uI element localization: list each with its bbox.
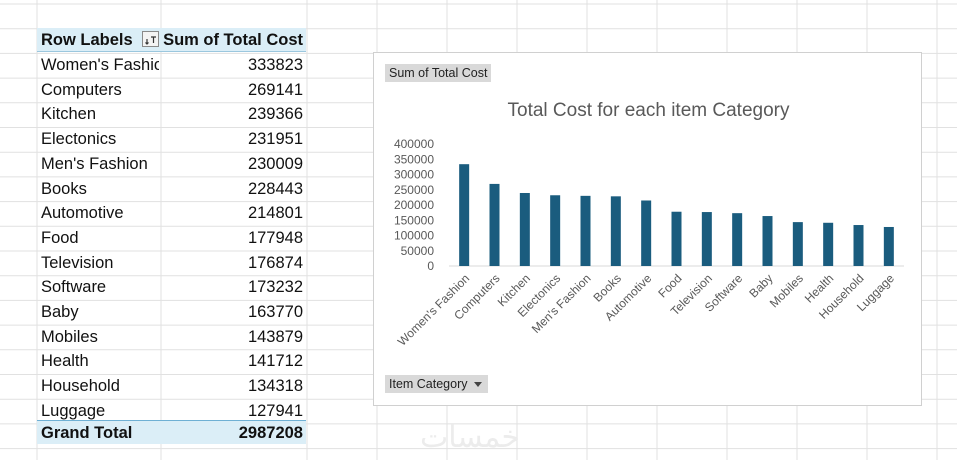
pivot-row-value[interactable]: 143879: [247, 327, 303, 346]
pivot-row-value[interactable]: 176874: [247, 253, 303, 272]
sum-header[interactable]: Sum of Total Cost: [163, 31, 303, 49]
axis-field-button[interactable]: Item Category: [385, 375, 488, 393]
y-tick-label: 350000: [394, 152, 434, 166]
pivot-row-label[interactable]: Books: [41, 179, 87, 198]
bar[interactable]: [580, 195, 591, 266]
pivot-row-label[interactable]: Electonics: [41, 130, 117, 149]
bar[interactable]: [853, 225, 864, 266]
bar[interactable]: [550, 195, 561, 266]
bar[interactable]: [762, 216, 773, 266]
bar[interactable]: [519, 192, 530, 266]
y-tick-label: 300000: [394, 168, 434, 182]
grand-total-value[interactable]: 2987208: [238, 424, 303, 442]
bar[interactable]: [459, 164, 470, 266]
y-tick-label: 400000: [394, 137, 434, 151]
y-tick-label: 250000: [394, 183, 434, 197]
pivot-row: Kitchen 239366: [37, 102, 306, 126]
grand-total-label[interactable]: Grand Total: [41, 424, 133, 442]
pivot-row: Mobiles 143879: [37, 325, 306, 349]
bar[interactable]: [671, 211, 682, 266]
x-tick-label: Mobiles: [767, 271, 806, 310]
pivot-row-value[interactable]: 127941: [247, 401, 303, 420]
y-tick-label: 50000: [401, 244, 435, 258]
value-field-button[interactable]: Sum of Total Cost: [385, 64, 492, 82]
pivot-row: Television 176874: [37, 251, 306, 275]
pivot-row-label[interactable]: Food: [41, 228, 79, 247]
row-labels-filter-button[interactable]: [142, 31, 159, 47]
bar[interactable]: [732, 213, 743, 266]
pivot-row-label[interactable]: Men's Fashion: [41, 154, 148, 173]
y-tick-label: 0: [427, 259, 434, 273]
pivot-header-row: Row Labels Sum of Total Cost: [37, 28, 306, 52]
filter-sort-icon: [145, 36, 156, 45]
pivot-row: Automotive 214801: [37, 201, 306, 225]
pivot-row-value[interactable]: 228443: [247, 179, 303, 198]
pivot-row-value[interactable]: 269141: [247, 80, 303, 99]
pivot-row-value[interactable]: 177948: [247, 228, 303, 247]
pivot-chart[interactable]: Sum of Total Cost Total Cost for each it…: [373, 52, 922, 406]
bar[interactable]: [883, 226, 894, 266]
y-tick-label: 200000: [394, 198, 434, 212]
pivot-row: Food 177948: [37, 226, 306, 250]
pivot-row-label[interactable]: Television: [41, 253, 114, 272]
pivot-row-value[interactable]: 231951: [247, 130, 303, 149]
pivot-row-value[interactable]: 163770: [247, 303, 303, 321]
pivot-row: Luggage 127941: [37, 399, 306, 423]
pivot-row-value[interactable]: 239366: [247, 105, 303, 124]
pivot-row-value[interactable]: 173232: [247, 278, 303, 297]
pivot-row-value[interactable]: 141712: [247, 352, 303, 371]
watermark: خمسات: [420, 420, 521, 455]
pivot-row-label[interactable]: Kitchen: [41, 105, 97, 124]
pivot-row-value[interactable]: 230009: [247, 154, 303, 173]
bar[interactable]: [641, 200, 652, 266]
pivot-row: Health 141712: [37, 349, 306, 373]
pivot-row: Computers 269141: [37, 78, 306, 102]
pivot-row-label[interactable]: Women's Fashion: [41, 56, 159, 74]
bar[interactable]: [610, 196, 621, 266]
pivot-row: Men's Fashion 230009: [37, 152, 306, 176]
pivot-row-label[interactable]: Computers: [41, 80, 122, 99]
pivot-row: Software 173232: [37, 275, 306, 299]
pivot-row-label[interactable]: Mobiles: [41, 327, 98, 346]
pivot-row: Household 134318: [37, 374, 306, 398]
pivot-row-label[interactable]: Luggage: [41, 401, 106, 420]
pivot-row: Books 228443: [37, 177, 306, 201]
bar[interactable]: [792, 222, 803, 266]
pivot-row-label[interactable]: Software: [41, 278, 107, 297]
axis-field-label: Item Category: [389, 377, 468, 391]
bar[interactable]: [489, 183, 500, 266]
y-tick-label: 100000: [394, 229, 434, 243]
bar[interactable]: [701, 212, 712, 266]
pivot-row-value[interactable]: 333823: [247, 56, 303, 74]
y-tick-label: 150000: [394, 213, 434, 227]
pivot-row: Baby 163770: [37, 300, 306, 324]
pivot-row-label[interactable]: Automotive: [41, 204, 124, 223]
grand-total-row: Grand Total 2987208: [37, 420, 306, 444]
dropdown-arrow-icon: [473, 382, 482, 387]
pivot-row-label[interactable]: Baby: [41, 303, 79, 321]
bar[interactable]: [823, 222, 834, 266]
chart-title: Total Cost for each item Category: [507, 100, 790, 121]
pivot-row-label[interactable]: Household: [41, 377, 120, 396]
pivot-row: Electonics 231951: [37, 127, 306, 151]
pivot-row: Women's Fashion 333823: [37, 53, 306, 77]
pivot-row-label[interactable]: Health: [41, 352, 89, 371]
row-labels-header[interactable]: Row Labels: [41, 31, 133, 49]
pivot-row-value[interactable]: 214801: [247, 204, 303, 223]
pivot-row-value[interactable]: 134318: [247, 377, 303, 396]
